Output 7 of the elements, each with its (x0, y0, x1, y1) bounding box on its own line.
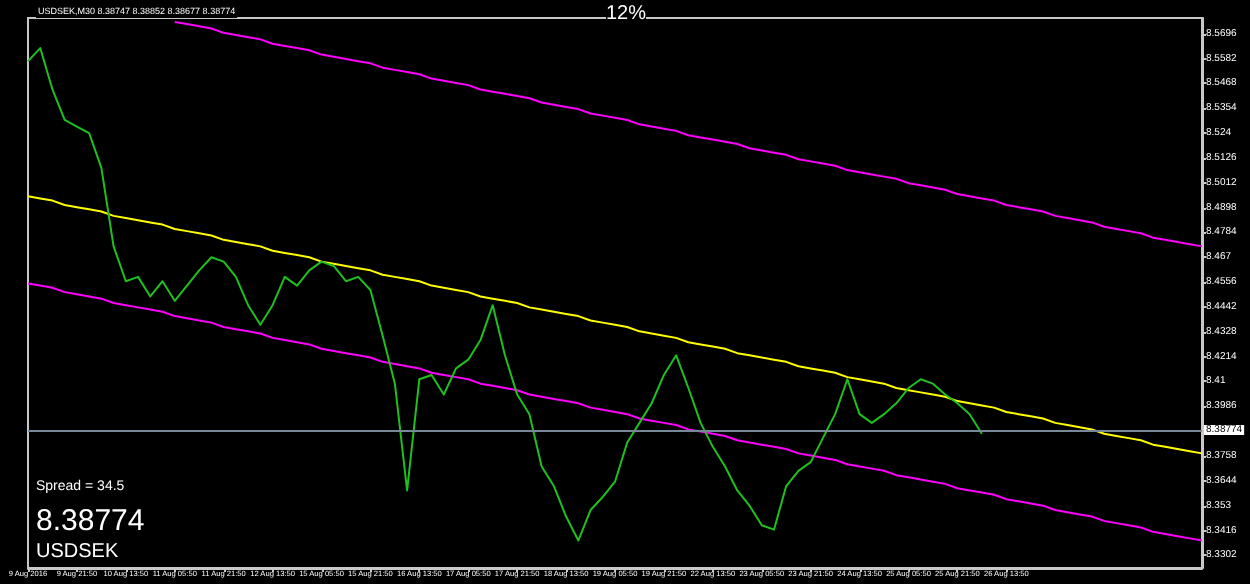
line-series (173, 20, 1203, 248)
annotation: USDSEK (36, 541, 119, 563)
line-series (27, 282, 1203, 542)
line-series (27, 195, 1203, 455)
annotation: 12% (606, 3, 647, 25)
line-series (27, 47, 983, 542)
annotation: 8.38774 (36, 504, 145, 538)
